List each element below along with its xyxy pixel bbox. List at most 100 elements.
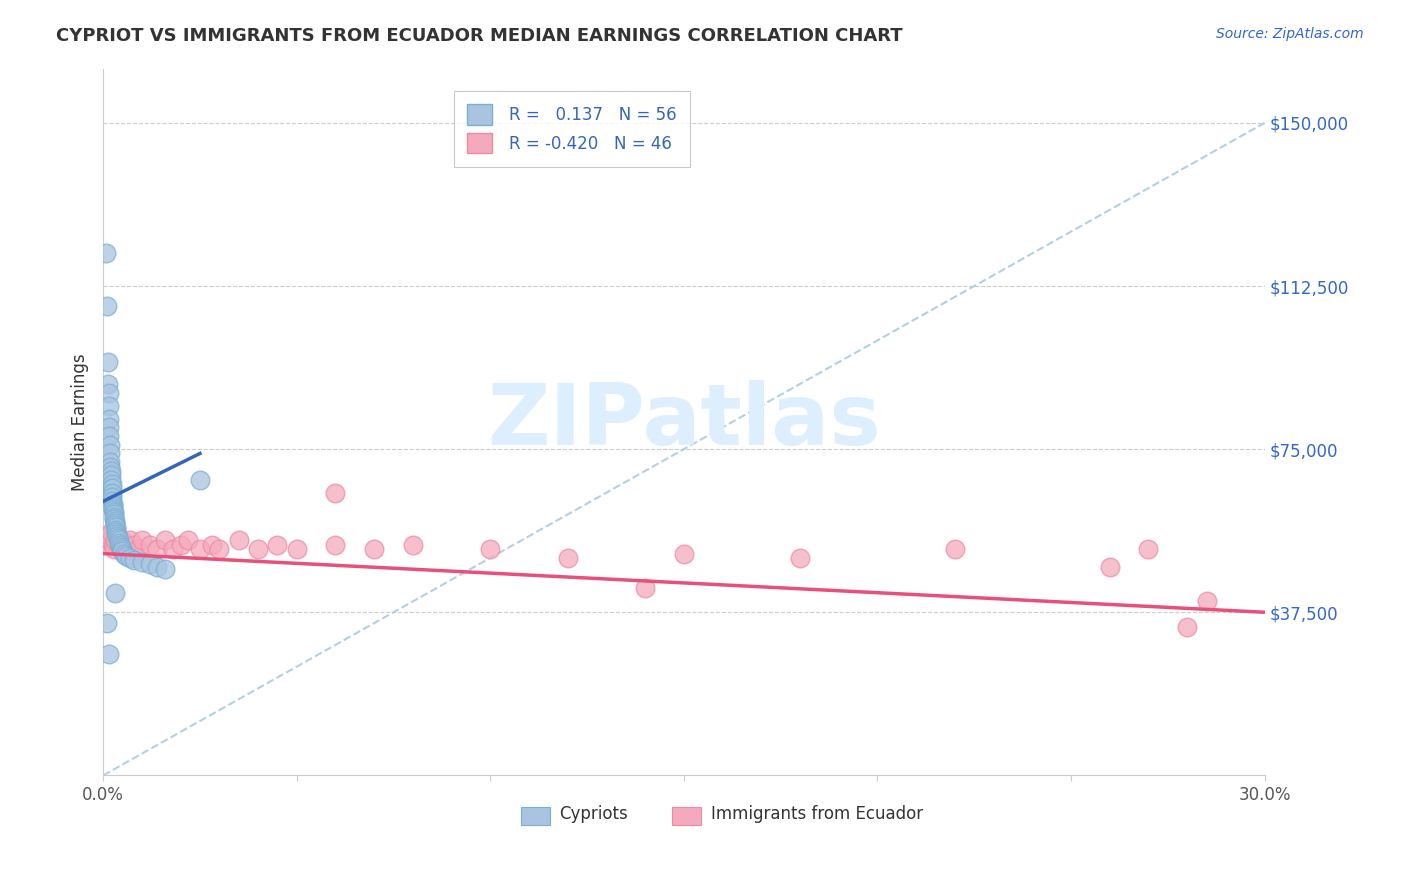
Point [162, 542, 184, 557]
Point [943, 542, 966, 557]
Point [97, 355, 120, 369]
Point [479, 542, 502, 557]
Bar [672, 807, 702, 825]
Point [101, 538, 124, 552]
Point [100, 481, 122, 495]
Point [1195, 594, 1218, 608]
Point [104, 533, 127, 548]
Point [169, 538, 191, 552]
Point [111, 542, 134, 557]
Point [131, 555, 153, 569]
Point [100, 477, 122, 491]
Point [188, 473, 211, 487]
Point [120, 533, 142, 548]
Point [100, 468, 122, 483]
Point [104, 523, 127, 537]
Point [1137, 542, 1160, 557]
Point [103, 508, 125, 522]
Point [101, 485, 124, 500]
Point [153, 533, 176, 548]
Y-axis label: Median Earnings: Median Earnings [72, 353, 89, 491]
Point [96, 299, 118, 313]
Point [96, 529, 118, 543]
Point [200, 538, 222, 552]
Point [672, 547, 695, 561]
Point [107, 532, 129, 546]
Point [122, 553, 145, 567]
Bar [522, 807, 550, 825]
Point [115, 542, 138, 557]
Point [98, 438, 121, 452]
Point [104, 520, 127, 534]
Point [107, 533, 129, 548]
Point [105, 529, 128, 543]
Point [97, 411, 120, 425]
Point [97, 385, 120, 400]
Point [100, 524, 122, 539]
Point [97, 647, 120, 661]
Point [98, 455, 121, 469]
Point [138, 538, 160, 552]
Text: CYPRIOT VS IMMIGRANTS FROM ECUADOR MEDIAN EARNINGS CORRELATION CHART: CYPRIOT VS IMMIGRANTS FROM ECUADOR MEDIA… [56, 27, 903, 45]
Text: Immigrants from Ecuador: Immigrants from Ecuador [710, 805, 922, 823]
Point [177, 533, 200, 548]
Point [108, 535, 131, 549]
Point [634, 582, 657, 596]
Point [103, 542, 125, 557]
Text: Source: ZipAtlas.com: Source: ZipAtlas.com [1216, 27, 1364, 41]
Point [107, 538, 129, 552]
Point [138, 558, 160, 572]
Text: Cypriots: Cypriots [560, 805, 628, 823]
Point [100, 459, 122, 474]
Point [103, 505, 125, 519]
Point [97, 529, 120, 543]
Point [96, 246, 118, 260]
Point [101, 494, 124, 508]
Point [101, 490, 124, 504]
Point [110, 542, 132, 557]
Point [363, 542, 385, 557]
Point [103, 500, 125, 515]
Point [266, 538, 288, 552]
Point [111, 544, 134, 558]
Point [105, 529, 128, 543]
Point [789, 550, 811, 565]
Point [120, 550, 142, 565]
Point [246, 542, 269, 557]
Point [98, 429, 121, 443]
Point [1098, 559, 1121, 574]
Point [98, 533, 121, 548]
Point [110, 540, 132, 554]
Point [1175, 620, 1198, 634]
Point [127, 542, 149, 557]
Point [146, 559, 169, 574]
Point [97, 376, 120, 391]
Point [97, 538, 120, 552]
Point [103, 509, 125, 524]
Point [153, 562, 176, 576]
Point [208, 542, 231, 557]
Point [105, 527, 128, 541]
Point [104, 585, 127, 599]
Point [105, 524, 128, 539]
Point [103, 512, 125, 526]
Point [112, 547, 135, 561]
Point [97, 399, 120, 413]
Point [146, 542, 169, 557]
Point [101, 499, 124, 513]
Point [122, 538, 145, 552]
Point [104, 516, 127, 530]
Point [103, 503, 125, 517]
Point [131, 533, 153, 548]
Point [111, 533, 134, 548]
Text: ZIPatlas: ZIPatlas [486, 381, 880, 464]
Point [112, 538, 135, 552]
Point [96, 616, 118, 631]
Point [325, 538, 347, 552]
Point [98, 446, 121, 460]
Legend: R =   0.137   N = 56, R = -0.420   N = 46: R = 0.137 N = 56, R = -0.420 N = 46 [454, 91, 690, 167]
Point [100, 464, 122, 478]
Point [108, 538, 131, 552]
Point [188, 542, 211, 557]
Point [325, 485, 347, 500]
